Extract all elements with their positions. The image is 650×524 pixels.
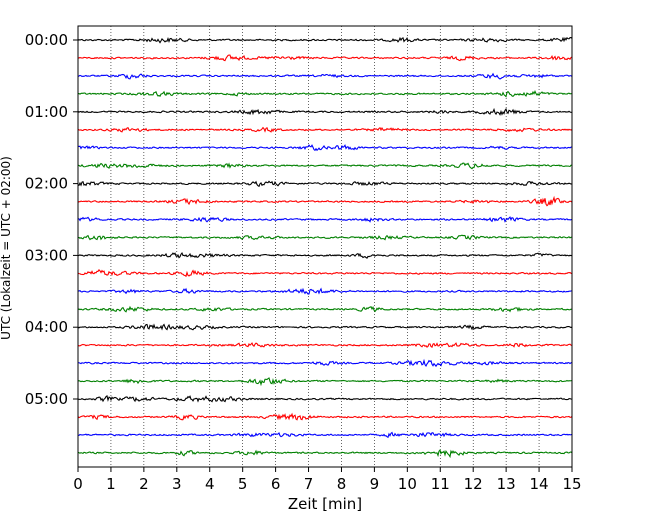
trace-line-13 [77,268,573,278]
trace-line-0 [77,36,573,44]
trace-line-16 [77,323,573,331]
x-tick-label-3: 3 [172,475,182,493]
trace-line-15 [77,305,573,313]
x-tick-label-6: 6 [271,475,281,493]
trace-line-3 [77,89,573,98]
y-tick-label-05:00: 05:00 [25,390,68,408]
x-tick-label-8: 8 [337,475,347,493]
trace-line-2 [77,72,573,80]
y-tick-label-03:00: 03:00 [25,246,68,264]
trace-line-18 [78,358,573,368]
plot-frame [77,25,573,468]
trace-line-6 [77,144,573,152]
x-tick-label-10: 10 [398,475,417,493]
trace-line-21 [77,412,573,421]
x-tick-label-7: 7 [304,475,314,493]
x-tick-label-5: 5 [238,475,248,493]
y-axis-ticks: 00:00 01:00 02:00 03:00 04:00 05:00 [25,31,78,408]
y-tick-label-01:00: 01:00 [25,103,68,121]
trace-line-11 [77,234,573,241]
x-tick-label-9: 9 [370,475,380,493]
x-tick-label-0: 0 [73,475,83,493]
x-tick-label-12: 12 [464,475,483,493]
trace-line-22 [77,431,573,439]
x-tick-label-11: 11 [431,475,450,493]
trace-lines [77,36,573,459]
trace-line-12 [77,251,573,259]
trace-line-17 [77,342,573,349]
trace-line-9 [77,195,573,207]
trace-line-14 [77,287,573,295]
trace-line-23 [77,449,573,459]
x-tick-label-1: 1 [106,475,116,493]
x-tick-label-13: 13 [497,475,516,493]
x-axis-ticks: 0 1 2 3 4 5 6 7 8 9 10 11 12 13 14 15 [73,467,582,493]
y-tick-label-00:00: 00:00 [25,31,68,49]
y-tick-label-04:00: 04:00 [25,318,68,336]
trace-line-20 [77,394,573,403]
trace-line-8 [77,180,573,188]
x-tick-label-4: 4 [205,475,215,493]
trace-line-5 [77,126,573,133]
trace-line-4 [77,107,573,116]
y-tick-label-02:00: 02:00 [25,175,68,193]
x-tick-label-14: 14 [530,475,549,493]
trace-line-1 [77,54,573,62]
x-axis-label: Zeit [min] [288,495,362,513]
trace-line-10 [77,216,573,223]
y-axis-label: UTC (Lokalzeit = UTC + 02:00) [0,156,13,340]
x-tick-label-2: 2 [139,475,149,493]
x-tick-label-15: 15 [562,475,581,493]
trace-line-19 [77,377,573,387]
trace-line-7 [77,162,573,170]
